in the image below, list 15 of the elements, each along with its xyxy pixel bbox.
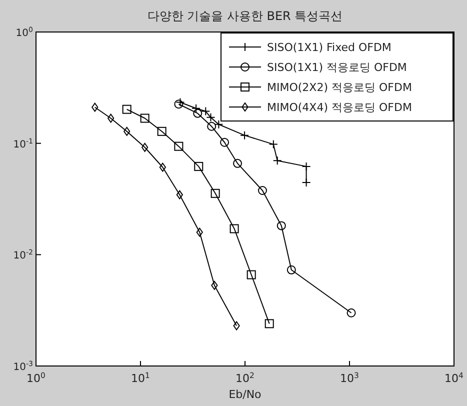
- legend-label: SISO(1X1) Fixed OFDM: [267, 41, 392, 54]
- legend-label: SISO(1X1) 적응로딩 OFDM: [267, 61, 407, 74]
- chart-title: 다양한 기술을 사용한 BER 특성곡선: [147, 9, 343, 23]
- y-tick-label: 10$^{0}$: [16, 26, 33, 39]
- x-axis-title: Eb/No: [228, 388, 262, 401]
- x-tick-label: 10$^{2}$: [236, 370, 255, 385]
- legend-label: MIMO(4X4) 적응로딩 OFDM: [267, 101, 412, 114]
- x-tick-label: 10$^{4}$: [444, 370, 464, 385]
- y-tick-label: 10$^{-2}$: [13, 248, 33, 262]
- x-tick-label: 10$^{0}$: [26, 370, 46, 385]
- y-tick-label: 10$^{-3}$: [13, 360, 33, 373]
- x-tick-label: 10$^{1}$: [131, 370, 150, 385]
- y-tick-label: 10$^{-1}$: [13, 137, 33, 150]
- x-tick-label: 10$^{3}$: [340, 370, 360, 385]
- legend-label: MIMO(2X2) 적응로딩 OFDM: [267, 81, 412, 94]
